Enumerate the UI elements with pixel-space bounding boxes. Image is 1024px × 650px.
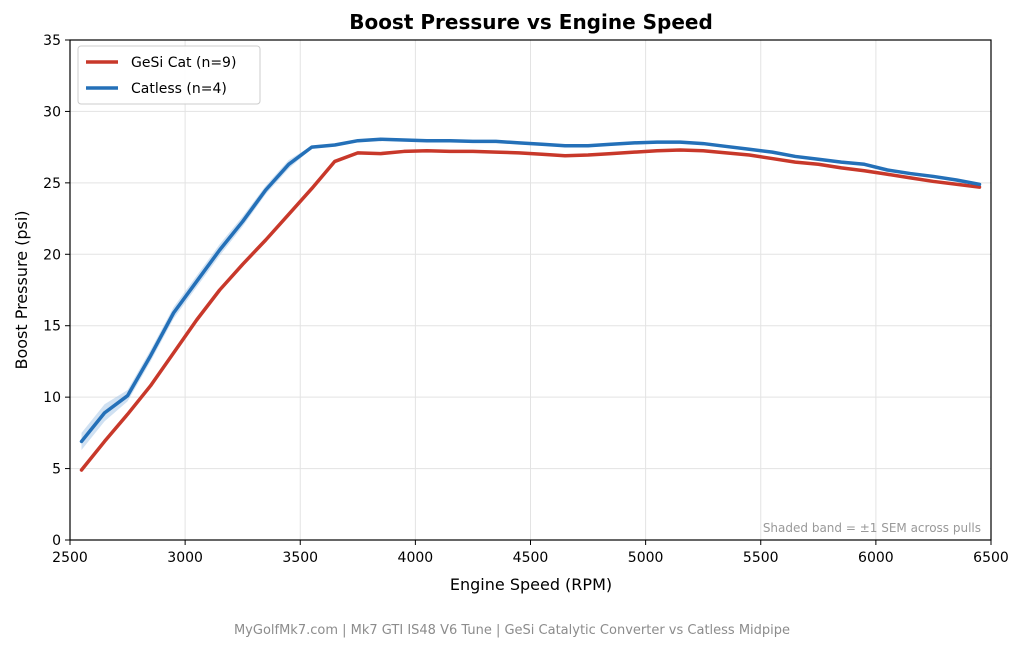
x-tick-label: 3500 — [282, 550, 318, 566]
x-tick-label: 4500 — [513, 550, 549, 566]
y-axis-ticks: 0 5 10 15 20 25 30 35 — [43, 33, 70, 549]
x-tick-label: 5500 — [743, 550, 779, 566]
series-line-catless — [79, 137, 982, 444]
y-tick-label: 35 — [43, 33, 61, 49]
x-tick-label: 2500 — [52, 550, 88, 566]
x-tick-label: 6000 — [858, 550, 894, 566]
grid-lines — [69, 39, 992, 541]
y-tick-label: 30 — [43, 104, 61, 120]
x-axis-label: Engine Speed (RPM) — [450, 575, 612, 594]
chart-title: Boost Pressure vs Engine Speed — [349, 10, 713, 34]
x-tick-label: 4000 — [398, 550, 434, 566]
y-tick-label: 25 — [43, 176, 61, 192]
x-tick-label: 3000 — [167, 550, 203, 566]
legend-label-catless: Catless (n=4) — [131, 81, 227, 97]
footer-source: MyGolfMk7.com | Mk7 GTI IS48 V6 Tune | G… — [234, 623, 790, 638]
y-axis-label: Boost Pressure (psi) — [12, 210, 31, 369]
legend-frame — [77, 45, 261, 105]
x-axis-ticks: 2500 3000 3500 4000 4500 5000 5500 6000 6500 — [52, 540, 1009, 566]
x-tick-label: 5000 — [628, 550, 664, 566]
series-line-gesi-cat — [79, 148, 982, 472]
x-tick-label: 6500 — [973, 550, 1009, 566]
y-tick-label: 20 — [43, 247, 61, 263]
legend-label-gesi-cat: GeSi Cat (n=9) — [131, 55, 236, 71]
y-tick-label: 15 — [43, 319, 61, 335]
legend: GeSi Cat (n=9) Catless (n=4) — [77, 45, 261, 105]
y-tick-label: 0 — [52, 533, 61, 549]
series-line-layer — [79, 137, 982, 472]
sem-annotation: Shaded band = ±1 SEM across pulls — [763, 521, 981, 535]
y-tick-label: 10 — [43, 390, 61, 406]
y-tick-label: 5 — [52, 462, 61, 478]
